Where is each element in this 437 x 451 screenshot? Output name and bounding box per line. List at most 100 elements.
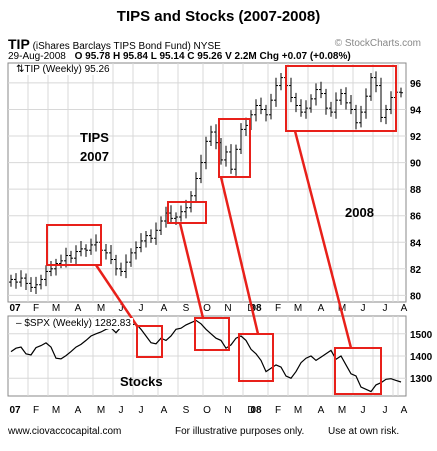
highlight-box-tip: [218, 118, 251, 178]
ohlc-bar: [379, 77, 383, 123]
ohlc-bar: [289, 77, 293, 103]
y-tick-label: 84: [410, 238, 422, 249]
x-tick-label: A: [318, 405, 325, 416]
ohlc-bar: [279, 72, 283, 91]
y-tick-label: 94: [410, 105, 422, 116]
x-tick-label: F: [275, 405, 281, 416]
x-tick-label: J: [383, 303, 388, 314]
ohlc-bar: [349, 94, 353, 115]
x-tick-label: J: [361, 405, 366, 416]
ohlc-bar: [74, 245, 78, 265]
x-tick-label: M: [294, 405, 302, 416]
x-tick-label: M: [97, 405, 105, 416]
ohlc-line: 29-Aug-2008 O 95.78 H 95.84 L 95.14 C 95…: [8, 51, 351, 62]
ohlc-bar: [114, 254, 118, 276]
footer-website: www.ciovaccocapital.com: [8, 426, 122, 437]
x-tick-label: 08: [250, 303, 262, 314]
x-tick-label: J: [383, 405, 388, 416]
ohlc-bar: [269, 93, 273, 120]
ohlc-bar: [94, 234, 98, 252]
connector-line: [178, 222, 205, 319]
fund-name: (iShares Barclays TIPS Bond Fund) NYSE: [32, 41, 221, 52]
y-tick-label: 90: [410, 159, 422, 170]
footer-disclaimer: For illustrative purposes only.: [175, 426, 305, 437]
x-tick-label: 07: [9, 303, 21, 314]
ohlc-bar: [149, 229, 153, 243]
chart-title: TIPS and Stocks (2007-2008): [116, 8, 321, 25]
x-tick-label: M: [97, 303, 105, 314]
ohlc-bar: [44, 265, 48, 287]
ohlc-bar: [154, 222, 158, 245]
fund-header: TIP (iShares Barclays TIPS Bond Fund) NY…: [8, 36, 221, 52]
annotation-stocks: Stocks: [120, 374, 163, 389]
ohlc-bar: [224, 145, 228, 167]
ohlc-bar: [299, 99, 303, 117]
y-tick-label: 88: [410, 185, 422, 196]
x-tick-label: M: [294, 303, 302, 314]
y-tick-label: 80: [410, 291, 422, 302]
ohlc-bar: [54, 258, 58, 276]
x-tick-label: M: [52, 405, 60, 416]
tip-legend: ⇅TIP (Weekly) 95.26: [14, 64, 112, 75]
ohlc-bar: [319, 81, 323, 99]
ohlc-bar: [124, 254, 128, 279]
x-tick-label: A: [161, 405, 168, 416]
x-tick-label: J: [119, 405, 124, 416]
x-tick-label: A: [318, 303, 325, 314]
connector-line: [219, 176, 260, 335]
highlight-box-spx: [194, 317, 230, 351]
ohlc-bar: [389, 91, 393, 115]
x-tick-label: O: [203, 303, 211, 314]
ohlc-bar: [369, 72, 373, 101]
x-tick-label: J: [139, 405, 144, 416]
ohlc-bar: [374, 71, 378, 93]
annotation-2008: 2008: [345, 205, 374, 220]
x-tick-label: M: [338, 405, 346, 416]
y-tick-label: 92: [410, 132, 422, 143]
x-tick-label: J: [361, 303, 366, 314]
x-tick-label: A: [75, 405, 82, 416]
ohlc-bar: [24, 273, 28, 291]
ohlc-values: O 95.78 H 95.84 L 95.14 C 95.26 V 2.2M C…: [74, 51, 351, 62]
highlight-box-spx: [334, 347, 382, 395]
ohlc-bar: [144, 230, 148, 248]
x-tick-label: A: [75, 303, 82, 314]
x-tick-label: F: [33, 405, 39, 416]
spx-legend-dash: –: [16, 318, 22, 329]
panel-frame: [7, 62, 407, 303]
annotation-2007: 2007: [80, 149, 109, 164]
ohlc-bar: [334, 92, 338, 119]
y-tick-label: 1500: [410, 330, 433, 341]
ohlc-bar: [134, 241, 138, 260]
highlight-box-spx: [136, 325, 163, 358]
x-tick-label: D: [247, 405, 254, 416]
ohlc-bar: [139, 233, 143, 253]
ohlc-bar: [39, 274, 43, 290]
ohlc-bar: [79, 241, 83, 257]
ohlc-bar: [229, 144, 233, 174]
ohlc-bar: [89, 238, 93, 255]
x-tick-label: 07: [9, 405, 21, 416]
y-tick-label: 82: [410, 265, 422, 276]
highlight-box-tip: [285, 65, 397, 132]
ohlc-bar: [294, 92, 298, 113]
symbol: TIP: [8, 36, 30, 52]
ohlc-bar: [119, 262, 123, 277]
ohlc-bar: [199, 154, 203, 184]
ohlc-bar: [314, 83, 318, 106]
ohlc-bar: [159, 216, 163, 235]
highlight-box-spx: [238, 333, 274, 382]
date: 29-Aug-2008: [8, 51, 66, 62]
ohlc-bar: [399, 87, 403, 98]
ohlc-bar: [49, 260, 53, 277]
ohlc-bar: [359, 105, 363, 128]
connector-line: [293, 130, 353, 349]
spx-legend: – $SPX (Weekly) 1282.83: [14, 318, 133, 329]
ohlc-bar: [329, 101, 333, 117]
y-tick-label: 96: [410, 79, 422, 90]
ohlc-bar: [204, 136, 208, 170]
ohlc-bar: [169, 205, 173, 223]
ohlc-bar: [309, 94, 313, 113]
ohlc-bar: [19, 270, 23, 287]
